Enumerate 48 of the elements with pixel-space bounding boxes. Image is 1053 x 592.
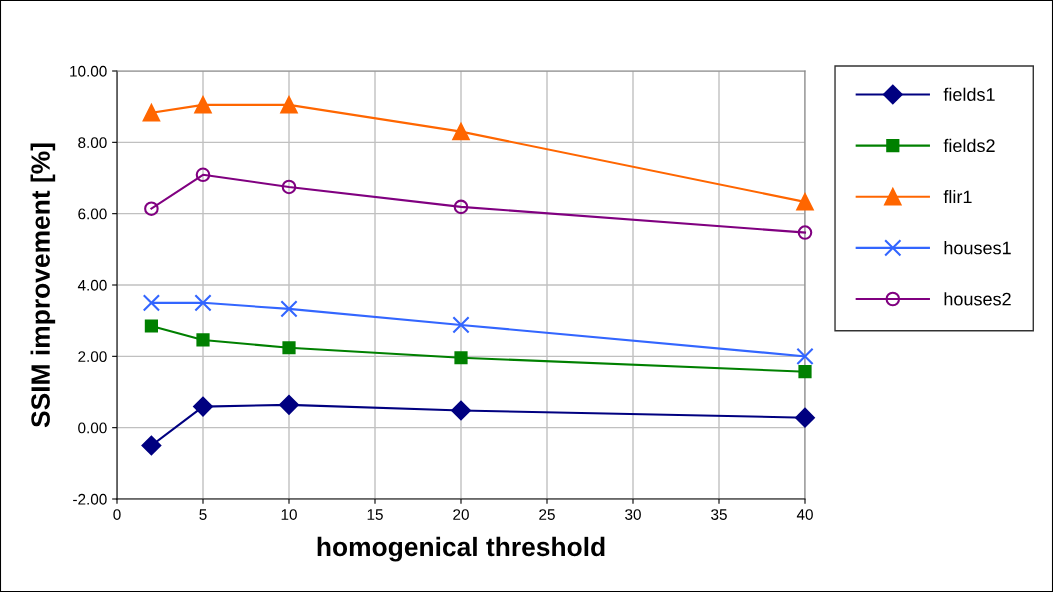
y-tick-label: 8.00 <box>78 137 107 149</box>
legend-label: houses1 <box>944 241 1011 255</box>
point <box>453 199 469 215</box>
point <box>798 365 812 379</box>
x-tick-label: 30 <box>625 509 641 520</box>
point <box>282 341 296 355</box>
point <box>795 407 815 428</box>
x-tick-label: 10 <box>281 509 297 520</box>
y-tick-label: 2.00 <box>78 351 107 363</box>
point <box>144 201 159 216</box>
point <box>144 319 158 333</box>
point <box>797 225 813 240</box>
point <box>279 394 299 415</box>
x-tick-label: 25 <box>539 509 555 520</box>
point <box>194 294 212 312</box>
point <box>281 179 297 195</box>
y-tick-label: 0.00 <box>78 422 107 434</box>
point <box>141 435 162 456</box>
y-tick-label: -2.00 <box>73 493 107 505</box>
legend-label: flir1 <box>943 189 972 204</box>
legend-label: fields1 <box>943 87 995 101</box>
point <box>796 193 814 211</box>
point <box>142 104 161 122</box>
x-tick-label: 20 <box>453 509 469 520</box>
point <box>194 96 212 114</box>
point <box>796 347 814 366</box>
point <box>280 96 298 114</box>
x-tick-label: 5 <box>199 509 207 520</box>
y-tick-label: 10.00 <box>70 65 107 77</box>
x-tick-label: 35 <box>711 509 727 520</box>
point <box>196 333 210 347</box>
legend-label: fields2 <box>943 138 995 153</box>
x-tick-label: 40 <box>796 509 813 520</box>
x-tick-label: 0 <box>113 509 121 520</box>
point <box>454 351 468 365</box>
point <box>452 316 470 334</box>
point <box>280 300 298 318</box>
point <box>142 294 161 312</box>
legend-label: houses2 <box>944 292 1011 306</box>
y-axis-title: SSIM improvement [%] <box>30 143 56 428</box>
y-tick-label: 6.00 <box>78 208 107 220</box>
point <box>195 167 211 183</box>
point <box>451 400 471 421</box>
point <box>452 122 470 141</box>
x-tick-label: 15 <box>367 509 383 520</box>
x-axis-title: homogenical threshold <box>317 536 605 562</box>
point <box>193 396 213 417</box>
y-tick-label: 4.00 <box>77 279 107 291</box>
